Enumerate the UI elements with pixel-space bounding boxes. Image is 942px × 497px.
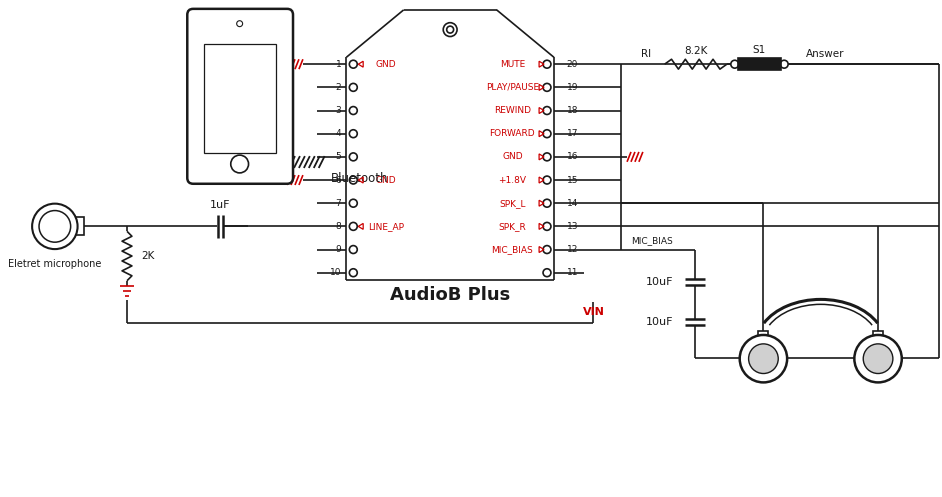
Text: Answer: Answer — [806, 49, 844, 59]
Circle shape — [444, 23, 457, 36]
Text: 11: 11 — [567, 268, 578, 277]
Text: 12: 12 — [567, 245, 578, 254]
Text: 10uF: 10uF — [646, 277, 674, 287]
Bar — [873, 331, 883, 341]
Circle shape — [543, 106, 551, 114]
Circle shape — [349, 60, 357, 68]
Bar — [204, 44, 276, 153]
Circle shape — [780, 60, 788, 68]
Text: 8: 8 — [335, 222, 341, 231]
Circle shape — [543, 83, 551, 91]
Circle shape — [231, 155, 249, 173]
Text: 20: 20 — [567, 60, 578, 69]
Circle shape — [32, 204, 77, 249]
Text: GND: GND — [376, 175, 397, 184]
Circle shape — [349, 130, 357, 138]
Text: SPK_L: SPK_L — [499, 199, 526, 208]
Text: 7: 7 — [335, 199, 341, 208]
Text: 17: 17 — [567, 129, 578, 138]
Text: 4: 4 — [335, 129, 341, 138]
Text: PLAY/PAUSE: PLAY/PAUSE — [486, 83, 539, 92]
Circle shape — [749, 344, 778, 374]
Text: SPK_R: SPK_R — [498, 222, 527, 231]
Circle shape — [349, 246, 357, 253]
Circle shape — [349, 153, 357, 161]
Circle shape — [39, 211, 71, 242]
Text: 9: 9 — [335, 245, 341, 254]
Text: RI: RI — [641, 49, 651, 59]
Text: LINE_AP: LINE_AP — [368, 222, 404, 231]
Circle shape — [543, 269, 551, 277]
Bar — [71, 218, 85, 235]
Circle shape — [349, 106, 357, 114]
Text: 16: 16 — [567, 153, 578, 162]
Text: MIC_BIAS: MIC_BIAS — [492, 245, 533, 254]
Circle shape — [543, 246, 551, 253]
Circle shape — [543, 199, 551, 207]
Text: 3: 3 — [335, 106, 341, 115]
Text: 6: 6 — [335, 175, 341, 184]
Text: GND: GND — [502, 153, 523, 162]
Text: 1uF: 1uF — [210, 200, 230, 210]
Text: 10uF: 10uF — [646, 317, 674, 327]
Text: 8.2K: 8.2K — [684, 46, 707, 56]
Circle shape — [543, 176, 551, 184]
Text: 18: 18 — [567, 106, 578, 115]
Text: Bluetooth: Bluetooth — [331, 172, 388, 185]
Circle shape — [543, 223, 551, 230]
Circle shape — [543, 60, 551, 68]
Text: 1: 1 — [335, 60, 341, 69]
Circle shape — [739, 335, 788, 382]
Text: MIC_BIAS: MIC_BIAS — [631, 236, 673, 245]
Text: VIN: VIN — [582, 307, 605, 317]
Text: 10: 10 — [330, 268, 341, 277]
Text: 19: 19 — [567, 83, 578, 92]
Circle shape — [349, 176, 357, 184]
Text: 15: 15 — [567, 175, 578, 184]
Text: 2K: 2K — [140, 251, 154, 261]
Circle shape — [543, 130, 551, 138]
Text: S1: S1 — [753, 45, 766, 55]
Text: 2: 2 — [335, 83, 341, 92]
Text: 13: 13 — [567, 222, 578, 231]
Circle shape — [854, 335, 901, 382]
Text: MUTE: MUTE — [500, 60, 525, 69]
Bar — [738, 58, 781, 70]
Circle shape — [349, 199, 357, 207]
Text: GND: GND — [376, 60, 397, 69]
Text: Eletret microphone: Eletret microphone — [8, 259, 102, 269]
Text: +1.8V: +1.8V — [498, 175, 527, 184]
FancyBboxPatch shape — [187, 9, 293, 184]
Circle shape — [349, 269, 357, 277]
Text: REWIND: REWIND — [494, 106, 531, 115]
Text: AudioB Plus: AudioB Plus — [390, 286, 511, 305]
Text: 5: 5 — [335, 153, 341, 162]
Circle shape — [731, 60, 739, 68]
Circle shape — [863, 344, 893, 374]
Circle shape — [543, 153, 551, 161]
Circle shape — [349, 223, 357, 230]
Text: 14: 14 — [567, 199, 578, 208]
Text: FORWARD: FORWARD — [490, 129, 535, 138]
Bar — [758, 331, 769, 341]
Circle shape — [349, 83, 357, 91]
